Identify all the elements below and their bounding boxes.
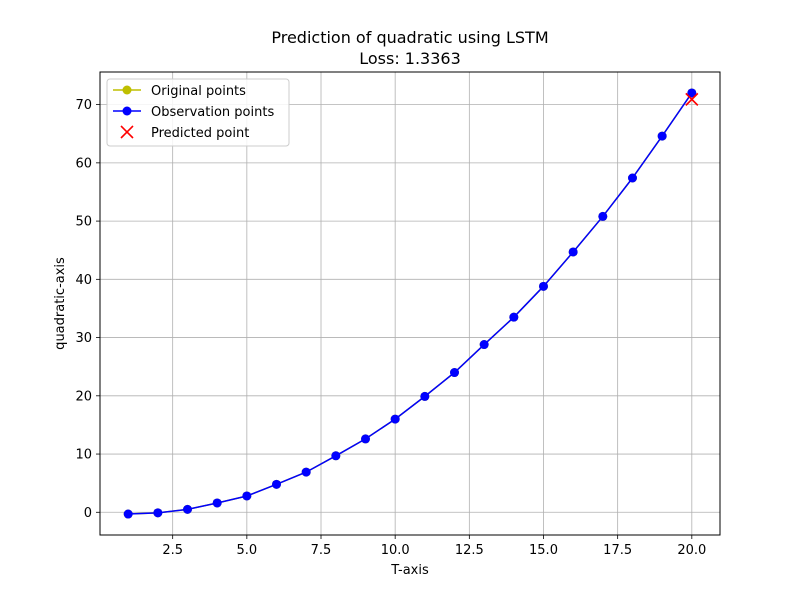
data-point-observation-points xyxy=(272,479,282,489)
legend-predicted-x-swatch xyxy=(120,125,134,139)
data-point-observation-points xyxy=(598,211,608,221)
legend-box xyxy=(106,78,290,147)
data-point-observation-points xyxy=(568,247,578,257)
plot-area-frame xyxy=(99,71,721,536)
x-tick-label: 5.0 xyxy=(236,543,257,558)
data-point-observation-points xyxy=(390,414,400,424)
data-point-observation-points xyxy=(331,451,341,461)
y-tick-label: 20 xyxy=(75,389,92,404)
chart-subtitle: Loss: 1.3363 xyxy=(359,49,461,68)
y-tick-label: 60 xyxy=(75,156,92,171)
data-point-observation-points xyxy=(479,340,489,350)
x-tick-label: 12.5 xyxy=(455,543,484,558)
series-predicted-point xyxy=(685,92,699,106)
data-point-observation-points xyxy=(212,498,222,508)
data-point-observation-points xyxy=(538,281,548,291)
legend: Original points Observation points Predi… xyxy=(106,78,290,147)
x-tick-label: 15.0 xyxy=(529,543,558,558)
legend-observation-marker-swatch xyxy=(122,106,132,116)
x-axis-label: T-axis xyxy=(390,563,429,578)
data-point-observation-points xyxy=(657,131,667,141)
data-point-observation-points xyxy=(361,434,371,444)
legend-label-original-points: Original points xyxy=(151,84,246,99)
data-point-observation-points xyxy=(301,467,311,477)
y-tick-label: 50 xyxy=(75,215,92,230)
x-tick-label: 7.5 xyxy=(311,543,332,558)
data-point-observation-points xyxy=(242,491,252,501)
legend-item-observation-points: Observation points xyxy=(113,105,274,120)
y-tick-label: 10 xyxy=(75,448,92,463)
data-point-observation-points xyxy=(627,173,637,183)
y-tick-label: 40 xyxy=(75,273,92,288)
legend-label-observation-points: Observation points xyxy=(151,105,274,120)
ticks: 2.5 5.0 7.5 10.0 12.5 15.0 17.5 20.0 0 10 20 30 40 50… xyxy=(75,98,706,558)
x-tick-label: 17.5 xyxy=(603,543,632,558)
y-tick-label: 0 xyxy=(84,506,92,521)
data-point-observation-points xyxy=(183,504,193,514)
series-observation-points xyxy=(123,88,697,519)
y-axis-label: quadratic-axis xyxy=(53,257,68,350)
data-point-predicted-point xyxy=(685,92,699,106)
data-point-observation-points xyxy=(449,368,459,378)
chart-title: Prediction of quadratic using LSTM xyxy=(271,28,548,47)
series-line-observation-points xyxy=(128,92,693,515)
legend-label-predicted-point: Predicted point xyxy=(151,126,249,141)
x-tick-label: 2.5 xyxy=(162,543,183,558)
legend-item-predicted-point: Predicted point xyxy=(120,125,249,141)
data-point-observation-points xyxy=(687,88,697,98)
legend-item-original-points: Original points xyxy=(113,84,246,99)
grid xyxy=(100,72,720,535)
series-layer xyxy=(123,88,699,519)
data-point-observation-points xyxy=(153,508,163,518)
data-point-observation-points xyxy=(420,391,430,401)
y-tick-label: 30 xyxy=(75,331,92,346)
y-tick-label: 70 xyxy=(75,98,92,113)
legend-original-marker-swatch xyxy=(122,85,132,95)
data-point-observation-points xyxy=(509,312,519,322)
data-point-observation-points xyxy=(123,509,133,519)
x-tick-label: 20.0 xyxy=(677,543,706,558)
x-tick-label: 10.0 xyxy=(381,543,410,558)
